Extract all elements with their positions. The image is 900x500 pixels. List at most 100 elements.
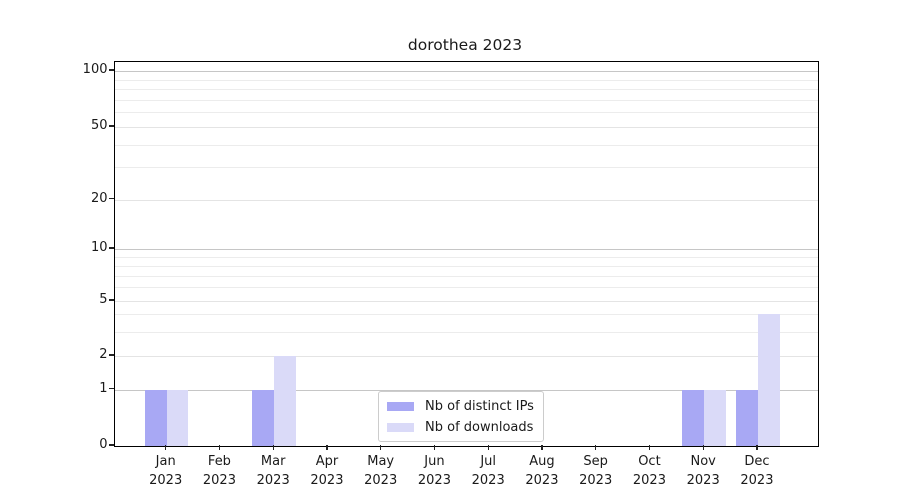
x-tick-label-aug: Aug 2023 [512,452,572,490]
x-tick-month: Sep [583,454,608,469]
gridline-minor-y-7 [114,275,818,277]
y-tick-label-1: 1 [99,380,108,396]
chart-title: dorothea 2023 [407,36,523,54]
gridline-y-10 [114,249,818,250]
gridline-y-100 [114,71,818,72]
y-tick-label-20: 20 [90,190,108,206]
x-tick-month: Apr [315,454,339,469]
gridline-y-2 [114,356,818,357]
x-tick-label-oct: Oct 2023 [619,452,679,490]
x-tick-year: 2023 [256,473,290,488]
y-tick-label-50: 50 [90,118,108,133]
bar-distinct-ips-dec [736,389,758,446]
x-tick-year: 2023 [686,473,720,488]
x-tick-month: Feb [207,454,231,469]
gridline-minor-y-90 [114,79,818,81]
x-tick-label-jan: Jan 2023 [136,452,196,490]
x-tick-label-mar: Mar 2023 [243,452,303,490]
x-tick-month: Aug [529,454,555,469]
x-tick-month: Jun [424,454,445,469]
x-tick-year: 2023 [202,473,236,488]
x-tick-mark-nov [702,445,704,450]
bar-distinct-ips-mar [252,389,275,446]
legend-item-distinct-ips: Nb of distinct IPs [387,397,534,415]
x-tick-year: 2023 [740,473,774,488]
legend-swatch-distinct-ips [387,401,414,411]
gridline-minor-y-4 [114,314,818,316]
x-tick-mark-mar [272,445,274,450]
x-tick-month: Dec [744,454,770,469]
x-tick-label-nov: Nov 2023 [673,452,733,490]
x-tick-mark-aug [541,445,543,450]
gridline-y-20 [114,199,818,201]
x-tick-mark-jan [165,445,167,450]
x-tick-year: 2023 [364,473,398,488]
x-tick-year: 2023 [149,473,183,488]
bar-distinct-ips-jan [144,389,167,446]
legend-swatch-downloads [387,422,414,432]
gridline-minor-y-60 [114,112,818,114]
x-tick-mark-apr [326,445,328,450]
x-tick-label-jun: Jun 2023 [404,452,464,490]
bar-downloads-dec [757,314,780,446]
y-tick-mark-50 [108,125,114,127]
x-tick-mark-oct [648,445,651,450]
legend-label-downloads: Nb of downloads [425,419,534,435]
gridline-minor-y-80 [114,89,818,91]
bar-downloads-mar [274,356,296,446]
gridline-minor-y-9 [114,256,818,258]
x-tick-month: Oct [638,454,661,469]
x-tick-mark-jun [433,445,436,450]
y-tick-mark-2 [108,354,114,356]
gridline-minor-y-40 [114,144,818,146]
x-tick-month: Jul [480,454,497,469]
x-tick-mark-jul [487,445,489,450]
gridline-minor-y-6 [114,287,818,289]
x-tick-label-sep: Sep 2023 [566,452,626,490]
y-tick-label-0: 0 [99,437,108,452]
gridline-minor-y-30 [114,167,818,169]
y-tick-mark-10 [108,247,114,249]
x-tick-label-apr: Apr 2023 [297,452,357,490]
x-tick-year: 2023 [525,473,559,488]
x-tick-mark-sep [595,445,597,450]
x-tick-mark-feb [218,445,221,450]
legend-label-distinct-ips: Nb of distinct IPs [425,398,534,414]
x-tick-label-jul: Jul 2023 [458,452,518,490]
x-tick-year: 2023 [632,473,666,488]
y-tick-mark-20 [108,197,114,200]
x-tick-month: May [367,454,395,469]
x-tick-label-dec: Dec 2023 [727,452,787,490]
x-tick-year: 2023 [471,473,505,488]
x-tick-month: Nov [690,454,716,469]
gridline-minor-y-8 [114,265,818,267]
x-tick-month: Mar [260,454,286,469]
x-tick-mark-may [380,445,382,450]
y-tick-mark-5 [108,299,114,301]
x-tick-mark-dec [756,445,758,450]
gridline-y-1 [114,389,818,391]
y-tick-label-2: 2 [99,347,108,362]
x-tick-year: 2023 [310,473,344,488]
y-tick-label-10: 10 [90,240,108,255]
y-tick-label-100: 100 [82,62,108,77]
bar-downloads-jan [166,389,189,446]
bar-distinct-ips-nov [682,389,705,446]
bar-downloads-nov [704,389,726,446]
x-tick-month: Jan [155,454,176,469]
gridline-minor-y-3 [114,331,818,333]
y-tick-mark-100 [108,69,114,71]
gridline-y-5 [114,301,818,302]
y-tick-mark-0 [108,444,114,446]
x-tick-label-may: May 2023 [351,452,411,490]
legend: Nb of distinct IPs Nb of downloads [378,391,544,442]
x-tick-label-feb: Feb 2023 [189,452,249,490]
y-tick-mark-1 [108,387,114,390]
x-tick-year: 2023 [579,473,613,488]
gridline-y-50 [114,127,818,128]
x-tick-year: 2023 [417,473,451,488]
gridline-minor-y-70 [114,99,818,101]
legend-item-downloads: Nb of downloads [387,418,534,436]
y-tick-label-5: 5 [99,292,108,307]
